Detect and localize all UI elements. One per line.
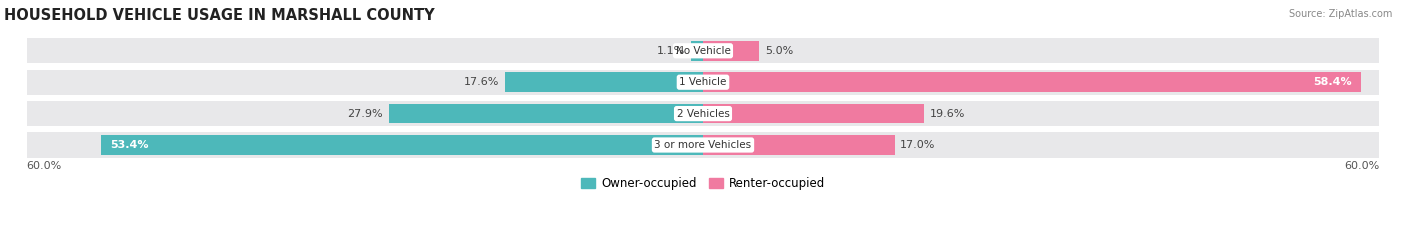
Bar	[703, 104, 924, 123]
Bar	[703, 132, 1379, 158]
Text: 58.4%: 58.4%	[1313, 77, 1353, 87]
Text: 19.6%: 19.6%	[929, 109, 965, 119]
Text: 53.4%: 53.4%	[110, 140, 149, 150]
Text: 3 or more Vehicles: 3 or more Vehicles	[654, 140, 752, 150]
Bar	[703, 101, 1379, 126]
Legend: Owner-occupied, Renter-occupied: Owner-occupied, Renter-occupied	[576, 173, 830, 195]
Text: 2 Vehicles: 2 Vehicles	[676, 109, 730, 119]
Text: 27.9%: 27.9%	[347, 109, 382, 119]
Text: 1.1%: 1.1%	[657, 46, 685, 56]
Bar	[703, 72, 1361, 92]
Bar	[27, 132, 703, 158]
Text: 5.0%: 5.0%	[765, 46, 793, 56]
Bar	[27, 38, 703, 63]
Bar	[101, 135, 703, 155]
Bar	[27, 101, 703, 126]
Bar	[27, 70, 703, 95]
Bar	[703, 38, 1379, 63]
Text: 60.0%: 60.0%	[1344, 161, 1379, 171]
Bar	[690, 41, 703, 61]
Text: 1 Vehicle: 1 Vehicle	[679, 77, 727, 87]
Text: 17.0%: 17.0%	[900, 140, 935, 150]
Text: Source: ZipAtlas.com: Source: ZipAtlas.com	[1288, 9, 1392, 19]
Text: No Vehicle: No Vehicle	[675, 46, 731, 56]
Bar	[703, 135, 894, 155]
Bar	[505, 72, 703, 92]
Bar	[703, 70, 1379, 95]
Text: 17.6%: 17.6%	[464, 77, 499, 87]
Text: HOUSEHOLD VEHICLE USAGE IN MARSHALL COUNTY: HOUSEHOLD VEHICLE USAGE IN MARSHALL COUN…	[4, 8, 434, 23]
Text: 60.0%: 60.0%	[27, 161, 62, 171]
Bar	[388, 104, 703, 123]
Bar	[703, 41, 759, 61]
